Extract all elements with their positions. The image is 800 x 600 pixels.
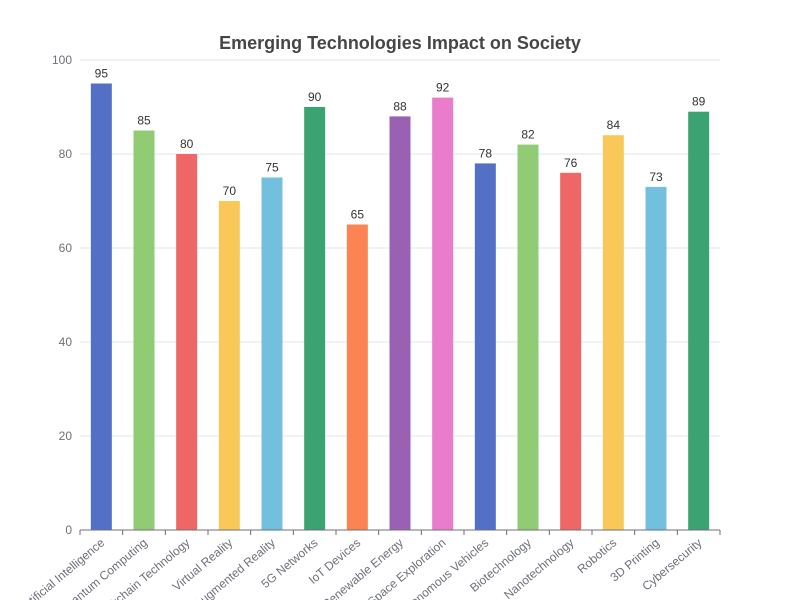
bar-value-label: 84	[607, 118, 621, 132]
bar[interactable]	[517, 144, 539, 530]
bar[interactable]	[90, 83, 112, 531]
y-tick-label: 80	[59, 147, 73, 161]
y-tick-label: 0	[65, 523, 72, 537]
bar-value-label: 65	[351, 208, 365, 222]
bar[interactable]	[560, 172, 582, 531]
bar[interactable]	[304, 107, 326, 530]
bar[interactable]	[218, 201, 240, 530]
value-labels: 95 85 80 70 75 90 65 88 92 78 82 76 84 73 89	[95, 67, 706, 222]
y-tick-label: 60	[59, 241, 73, 255]
bar[interactable]	[602, 135, 624, 530]
bar[interactable]	[474, 163, 496, 530]
bar-value-label: 70	[223, 184, 237, 198]
bar-value-label: 76	[564, 156, 578, 170]
bar[interactable]	[432, 97, 454, 530]
y-tick-label: 20	[59, 429, 73, 443]
bar-value-label: 82	[521, 128, 535, 142]
bar[interactable]	[176, 154, 198, 530]
chart-title: Emerging Technologies Impact on Society	[219, 33, 581, 53]
bar-value-label: 95	[95, 67, 109, 81]
bar-value-label: 85	[137, 114, 151, 128]
bar-value-label: 73	[649, 170, 663, 184]
bar[interactable]	[389, 116, 411, 531]
bar-value-label: 75	[265, 161, 279, 175]
y-tick-label: 40	[59, 335, 73, 349]
bar[interactable]	[645, 186, 667, 530]
bar-value-label: 88	[393, 99, 407, 113]
bar-value-label: 89	[692, 95, 706, 109]
bar[interactable]	[688, 111, 710, 530]
bar-value-label: 78	[479, 146, 493, 160]
y-tick-label: 100	[52, 53, 72, 67]
bars	[90, 83, 710, 531]
bar[interactable]	[261, 177, 283, 531]
y-axis-tick-labels: 0 20 40 60 80 100	[52, 53, 72, 537]
x-axis	[79, 529, 721, 535]
bar-value-label: 80	[180, 137, 194, 151]
bar-value-label: 90	[308, 90, 322, 104]
bar[interactable]	[133, 130, 155, 531]
bar-value-label: 92	[436, 81, 450, 95]
bar[interactable]	[346, 224, 368, 531]
